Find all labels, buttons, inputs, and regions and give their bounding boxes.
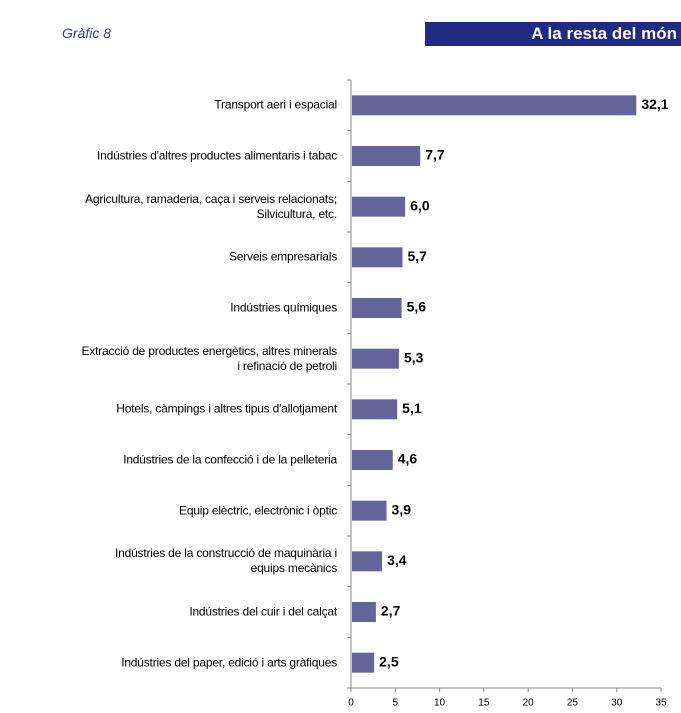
y-tick-label-line: Indústries de la confecció i de la pelle… <box>123 452 337 467</box>
y-tick-label-line: Serveis empresarials <box>228 249 337 264</box>
y-tick-label-line: Equip elèctric, electrònic i òptic <box>179 503 337 518</box>
y-tick-label-line: Silvicultura, etc. <box>256 206 338 221</box>
bar <box>352 298 402 318</box>
value-label: 5,3 <box>404 349 424 365</box>
value-label: 5,1 <box>402 400 422 416</box>
bar <box>352 500 387 521</box>
y-tick-label-line: Indústries d'altres productes alimentari… <box>97 148 337 163</box>
bar <box>352 146 421 166</box>
y-tick-label-line: Transport aeri i espacial <box>214 97 337 112</box>
bar <box>352 348 399 369</box>
bar <box>352 551 383 572</box>
y-tick-label: Indústries de la confecció i de la pelle… <box>1 453 337 468</box>
bar <box>352 196 406 217</box>
y-tick-label: Serveis empresarials <box>1 250 337 265</box>
value-label: 4,6 <box>398 451 418 467</box>
value-label: 5,7 <box>407 248 427 264</box>
value-label: 32,1 <box>641 96 668 112</box>
value-label: 3,9 <box>392 501 412 517</box>
value-label: 7,7 <box>425 147 445 163</box>
bar <box>352 399 398 420</box>
y-tick-label: Transport aeri i espacial <box>1 98 337 113</box>
y-tick-label: Indústries del paper, edició i arts gràf… <box>1 655 337 670</box>
y-tick-label-line: Hotels, càmpings i altres tipus d'allotj… <box>116 401 337 416</box>
y-tick-label-line: Extracció de productes energètics, altre… <box>81 343 338 358</box>
chart-subtitle: Gràfic 8 <box>62 25 112 41</box>
y-tick-label: Indústries d'altres productes alimentari… <box>1 149 337 164</box>
y-tick-label: Indústries químiques <box>1 301 337 316</box>
x-tick-label: 25 <box>567 698 579 709</box>
y-tick-label: Equip elèctric, electrònic i òptic <box>1 503 337 518</box>
y-tick-label-line: Indústries de la construcció de maquinàr… <box>115 546 337 561</box>
y-tick-label: Indústries de la construcció de maquinàr… <box>1 546 337 576</box>
y-tick-label-line: Indústries químiques <box>230 300 337 315</box>
bar <box>352 602 376 622</box>
y-tick-label-line: Indústries del paper, edició i arts gràf… <box>121 655 337 670</box>
bar <box>352 652 375 673</box>
bar <box>352 247 403 268</box>
x-tick-label: 15 <box>478 698 490 709</box>
value-label: 6,0 <box>410 197 430 213</box>
y-tick-label: Agricultura, ramaderia, caça i serveis r… <box>1 192 337 222</box>
x-tick-label: 20 <box>523 698 535 709</box>
x-tick-label: 10 <box>434 698 446 709</box>
y-tick-label-line: Indústries del cuir i del calçat <box>189 604 337 619</box>
y-tick-label-line: equips mecànics <box>250 561 338 576</box>
y-tick-label-line: i refinació de petroli <box>237 358 337 373</box>
chart-title: A la resta del món <box>425 22 681 46</box>
bar <box>352 450 393 470</box>
value-label: 2,5 <box>379 653 399 669</box>
bar <box>352 95 637 116</box>
x-tick-label: 5 <box>393 698 399 709</box>
y-tick-label: Extracció de productes energètics, altre… <box>1 343 338 374</box>
x-tick-label: 35 <box>655 698 667 709</box>
value-label: 5,6 <box>407 299 427 315</box>
y-tick-label: Indústries del cuir i del calçat <box>1 605 337 620</box>
value-label: 2,7 <box>381 603 401 619</box>
value-label: 3,4 <box>387 552 407 568</box>
y-tick-label-line: Agricultura, ramaderia, caça i serveis r… <box>85 191 337 206</box>
x-tick-label: 0 <box>348 698 354 709</box>
x-tick-label: 30 <box>611 698 623 709</box>
y-tick-label: Hotels, càmpings i altres tipus d'allotj… <box>1 402 337 417</box>
